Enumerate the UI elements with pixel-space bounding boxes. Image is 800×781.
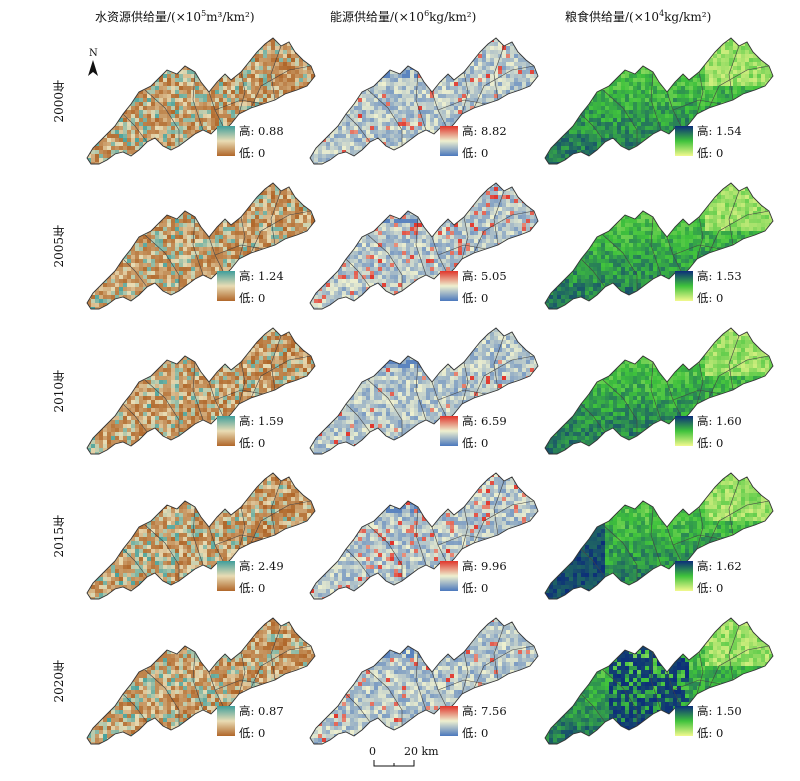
scale-bar xyxy=(373,760,415,767)
map-panel-2-0 xyxy=(86,327,316,455)
column-title-2: 粮食供给量/(×104kg/km²) xyxy=(565,8,711,25)
legend-high-2-2: 高: 1.60 xyxy=(697,413,742,429)
scale-zero-label: 0 xyxy=(369,745,376,758)
legend-low-2-1: 低: 0 xyxy=(462,435,488,451)
legend-color-ramp xyxy=(217,706,235,736)
legend-high-4-0: 高: 0.87 xyxy=(239,703,284,719)
legend-high-4-2: 高: 1.50 xyxy=(697,703,742,719)
legend-high-3-0: 高: 2.49 xyxy=(239,558,284,574)
legend-low-4-0: 低: 0 xyxy=(239,725,265,741)
legend-low-0-1: 低: 0 xyxy=(462,145,488,161)
map-panel-4-2 xyxy=(544,617,774,745)
row-label-1: 2005年 xyxy=(50,225,67,268)
legend-color-ramp xyxy=(440,126,458,156)
map-panel-0-0 xyxy=(86,37,316,165)
legend-high-2-0: 高: 1.59 xyxy=(239,413,284,429)
north-label: N xyxy=(89,48,98,59)
legend-low-0-0: 低: 0 xyxy=(239,145,265,161)
legend-color-ramp xyxy=(217,416,235,446)
legend-high-1-0: 高: 1.24 xyxy=(239,268,284,284)
map-panel-1-2 xyxy=(544,182,774,310)
row-label-3: 2015年 xyxy=(50,515,67,558)
legend-low-1-2: 低: 0 xyxy=(697,290,723,306)
map-panel-3-2 xyxy=(544,472,774,600)
legend-low-1-1: 低: 0 xyxy=(462,290,488,306)
legend-low-3-1: 低: 0 xyxy=(462,580,488,596)
legend-high-0-0: 高: 0.88 xyxy=(239,123,284,139)
legend-high-1-2: 高: 1.53 xyxy=(697,268,742,284)
map-panel-3-1 xyxy=(309,472,539,600)
map-panel-0-1 xyxy=(309,37,539,165)
row-label-4: 2020年 xyxy=(50,660,67,703)
legend-high-4-1: 高: 7.56 xyxy=(462,703,507,719)
row-label-2: 2010年 xyxy=(50,370,67,413)
map-panel-1-0 xyxy=(86,182,316,310)
north-arrow-icon xyxy=(88,60,98,76)
map-panel-3-0 xyxy=(86,472,316,600)
legend-high-1-1: 高: 5.05 xyxy=(462,268,507,284)
legend-high-3-2: 高: 1.62 xyxy=(697,558,742,574)
map-panel-2-1 xyxy=(309,327,539,455)
legend-low-4-1: 低: 0 xyxy=(462,725,488,741)
legend-color-ramp xyxy=(440,561,458,591)
legend-low-4-2: 低: 0 xyxy=(697,725,723,741)
legend-high-0-1: 高: 8.82 xyxy=(462,123,507,139)
map-panel-4-0 xyxy=(86,617,316,745)
legend-color-ramp xyxy=(675,561,693,591)
legend-color-ramp xyxy=(440,416,458,446)
legend-color-ramp xyxy=(440,271,458,301)
legend-color-ramp xyxy=(217,271,235,301)
legend-low-3-0: 低: 0 xyxy=(239,580,265,596)
legend-color-ramp xyxy=(217,126,235,156)
map-panel-0-2 xyxy=(544,37,774,165)
legend-color-ramp xyxy=(675,706,693,736)
legend-color-ramp xyxy=(440,706,458,736)
legend-low-1-0: 低: 0 xyxy=(239,290,265,306)
legend-low-2-0: 低: 0 xyxy=(239,435,265,451)
legend-high-2-1: 高: 6.59 xyxy=(462,413,507,429)
legend-high-0-2: 高: 1.54 xyxy=(697,123,742,139)
map-panel-1-1 xyxy=(309,182,539,310)
legend-color-ramp xyxy=(675,416,693,446)
legend-low-2-2: 低: 0 xyxy=(697,435,723,451)
legend-low-0-2: 低: 0 xyxy=(697,145,723,161)
map-panel-4-1 xyxy=(309,617,539,745)
legend-color-ramp xyxy=(217,561,235,591)
map-panel-2-2 xyxy=(544,327,774,455)
legend-low-3-2: 低: 0 xyxy=(697,580,723,596)
legend-color-ramp xyxy=(675,126,693,156)
row-label-0: 2000年 xyxy=(50,80,67,123)
column-title-0: 水资源供给量/(×105m³/km²) xyxy=(95,8,255,25)
scale-end-label: 20 km xyxy=(404,745,439,758)
legend-high-3-1: 高: 9.96 xyxy=(462,558,507,574)
column-title-1: 能源供给量/(×106kg/km²) xyxy=(330,8,476,25)
legend-color-ramp xyxy=(675,271,693,301)
